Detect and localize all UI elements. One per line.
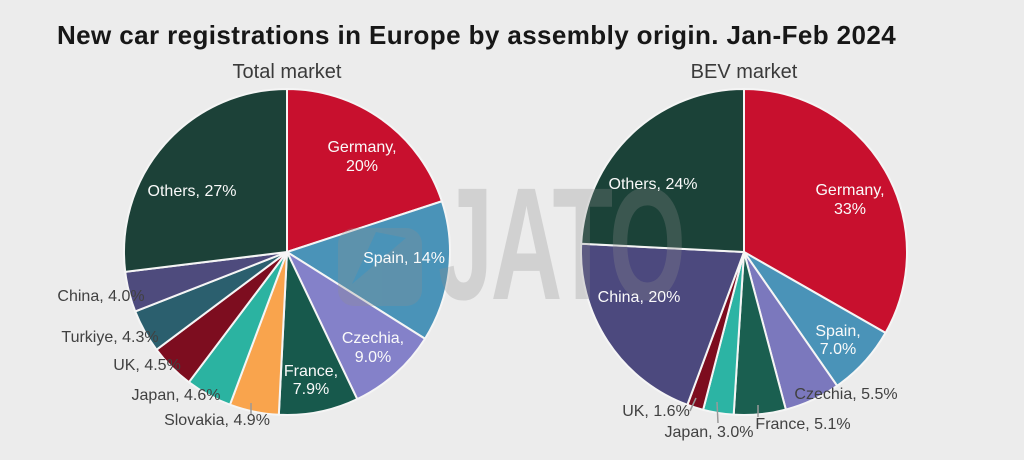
leader-line-uk [689, 397, 697, 412]
pie-slices-layer [123, 88, 908, 416]
slice-label-turkiye: Turkiye, 4.3% [61, 329, 158, 346]
slice-label-uk: UK, 4.5% [113, 357, 181, 374]
slice-label-france: 7.9% [293, 381, 329, 398]
slice-label-czechia: 9.0% [355, 349, 391, 366]
slice-label-spain: 7.0% [820, 341, 856, 358]
slice-label-spain: Spain, 14% [363, 250, 445, 267]
jato-arrow-logo-icon [338, 228, 422, 306]
jato-watermark: JATO [338, 155, 686, 334]
leader-line-japan [716, 401, 719, 424]
pie-slice-total-market-others [123, 88, 288, 273]
slice-label-france: France, 5.1% [755, 416, 850, 433]
slice-label-germany: Germany, [327, 139, 396, 156]
leader-lines-layer [250, 397, 759, 424]
slice-label-france: France, [284, 363, 338, 380]
pie-slice-total-market-germany [286, 88, 443, 253]
slice-label-uk: UK, 1.6% [622, 403, 690, 420]
slice-label-others: Others, 27% [148, 183, 237, 200]
slice-label-germany: 33% [834, 201, 866, 218]
slice-label-china: China, 20% [598, 289, 681, 306]
slice-label-china: China, 4.0% [57, 288, 144, 305]
slice-label-germany: 20% [346, 158, 378, 175]
pie-slice-bev-market-others [580, 88, 745, 253]
chart-title-total-market: Total market [232, 61, 342, 83]
slice-label-slovakia: Slovakia, 4.9% [164, 412, 270, 429]
slice-label-czechia: Czechia, 5.5% [794, 386, 897, 403]
slice-label-japan: Japan, 4.6% [132, 387, 221, 404]
slice-label-others: Others, 24% [609, 176, 698, 193]
pie-slice-total-market-spain [286, 200, 452, 340]
slice-label-germany: Germany, [815, 182, 884, 199]
pie-slice-bev-market-china [580, 242, 745, 406]
page-title: New car registrations in Europe by assem… [57, 20, 897, 50]
pie-slice-total-market-czechia [286, 251, 426, 401]
pie-slice-bev-market-germany [743, 88, 908, 334]
jato-watermark-text: JATO [438, 155, 683, 334]
pie-labels-layer: Germany, 20% Spain, 14% Czechia, 9.0% France,… [57, 139, 897, 441]
slice-label-spain: Spain, [815, 323, 860, 340]
chart-title-bev-market: BEV market [690, 61, 798, 83]
slice-label-czechia: Czechia, [342, 330, 404, 347]
slice-label-japan: Japan, 3.0% [665, 424, 754, 441]
